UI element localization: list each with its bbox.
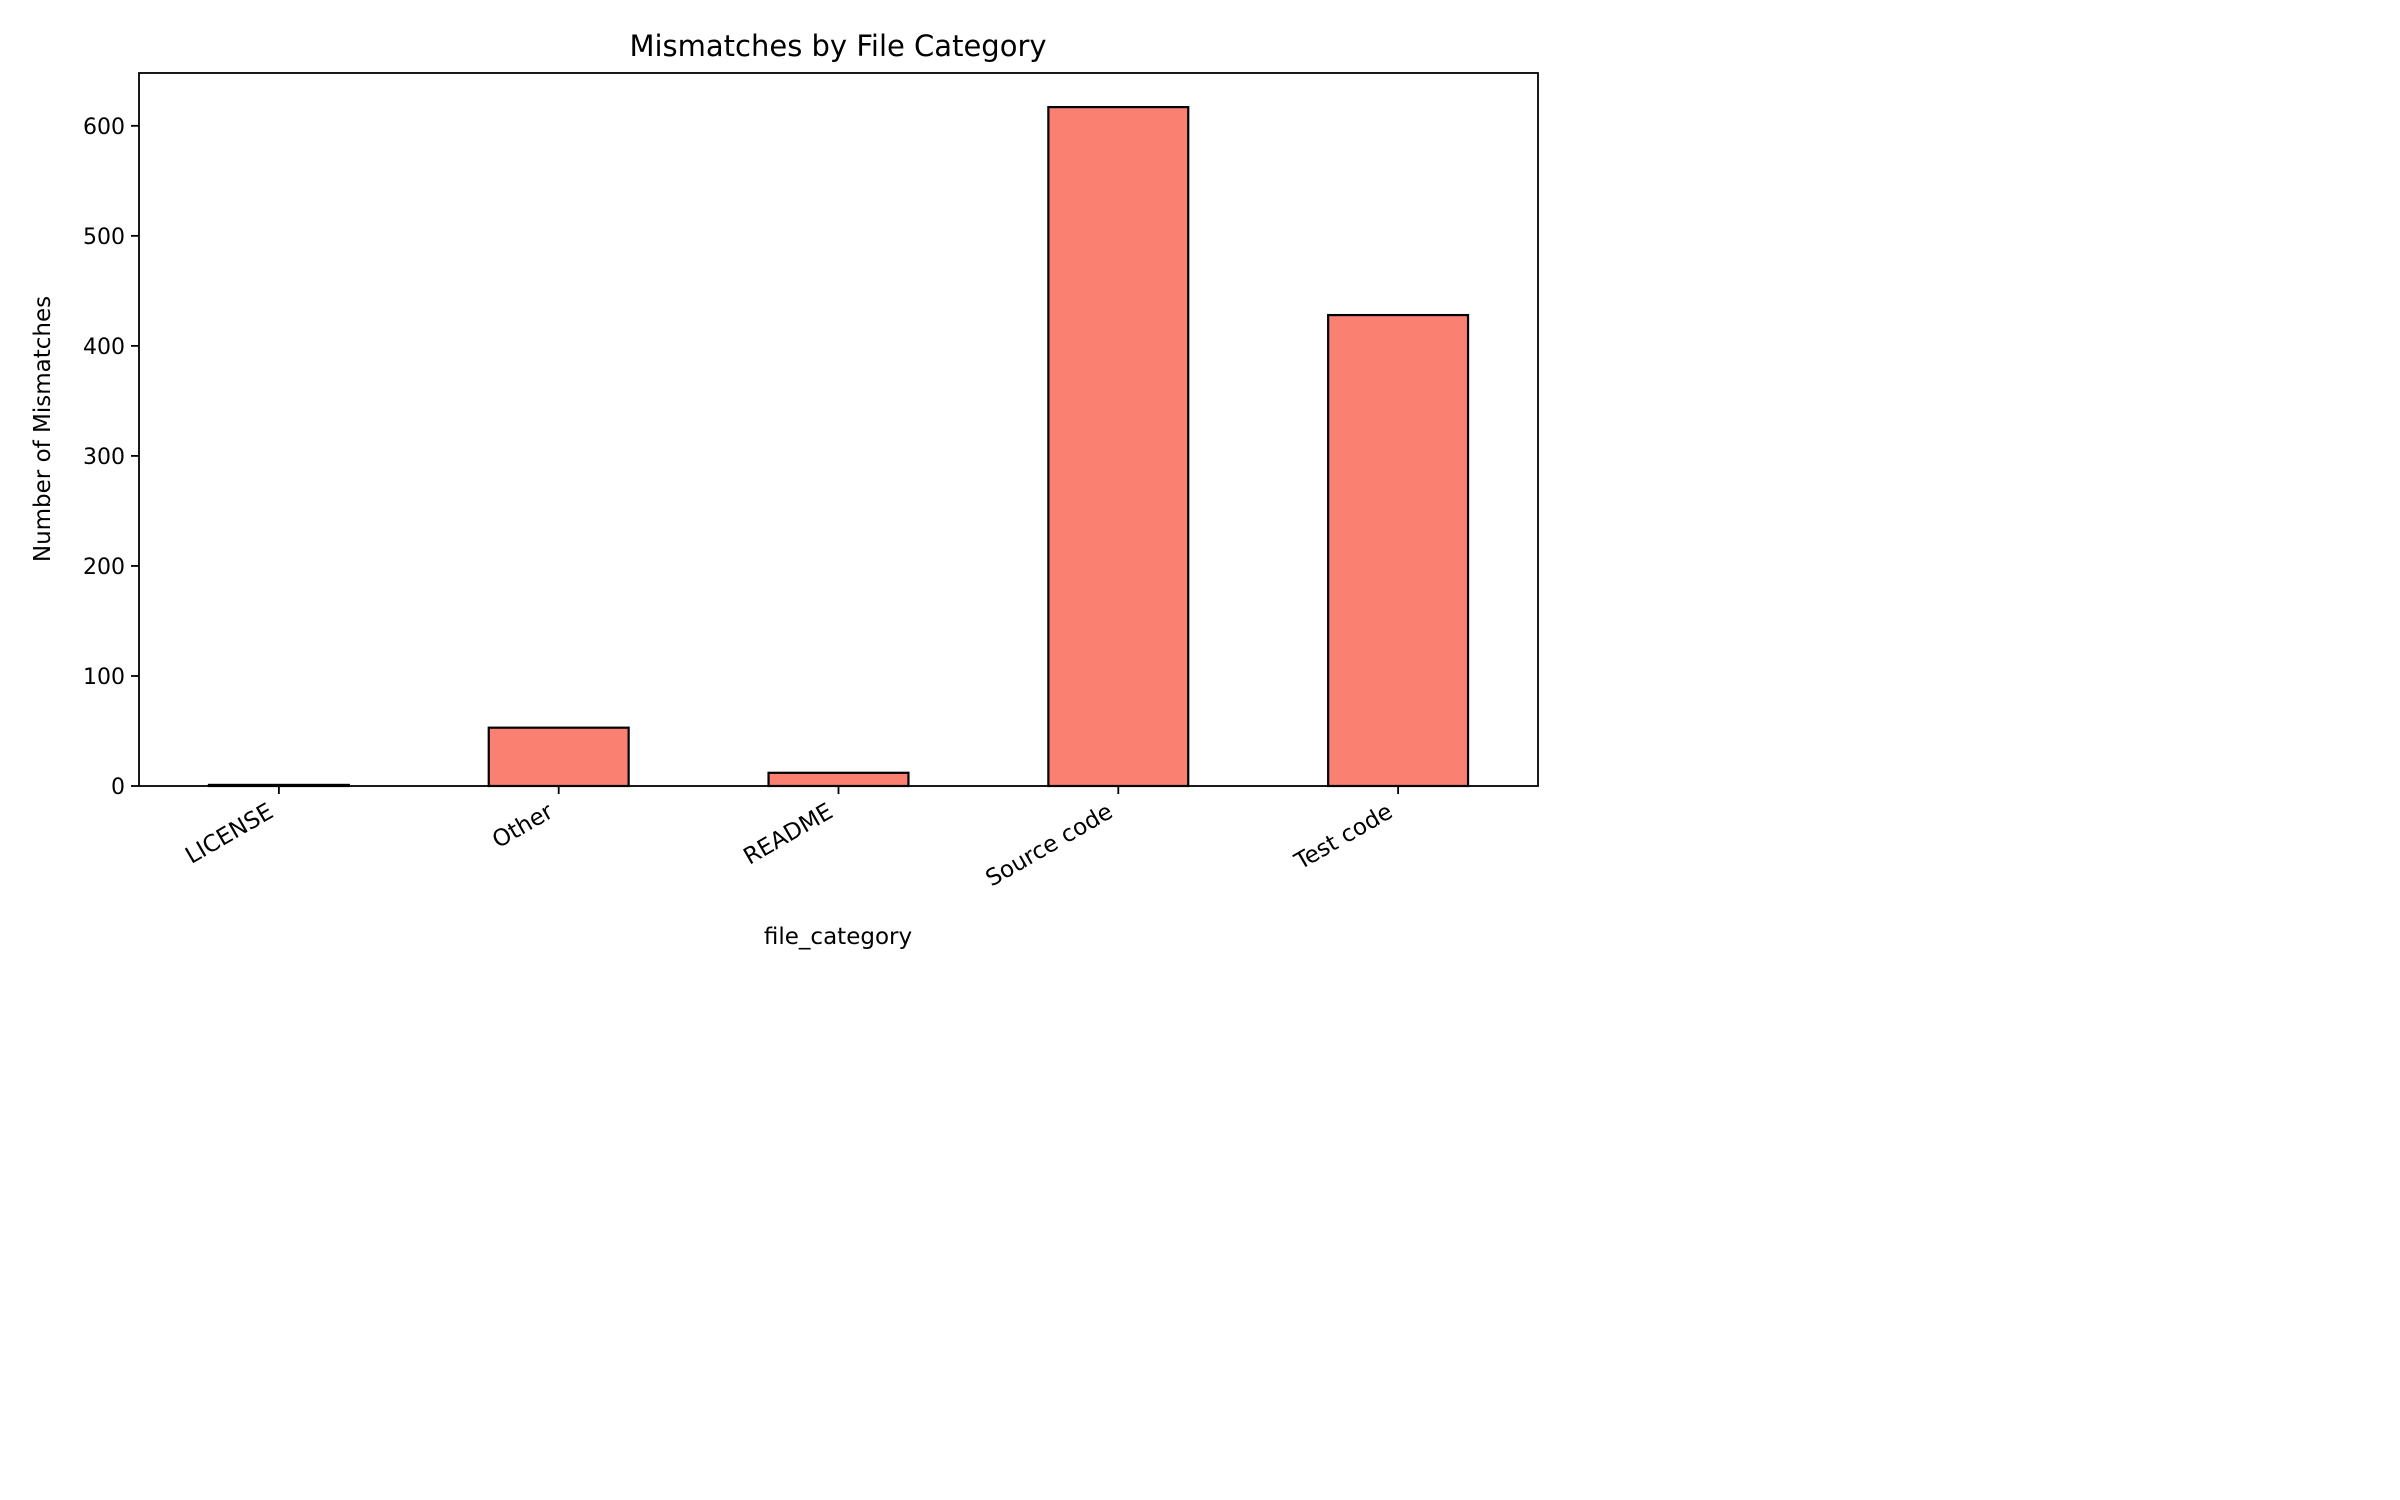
bar-test-code [1327, 313, 1470, 788]
y-tick-label: 0 [111, 775, 125, 800]
axes-layer: 0 100 200 300 400 500 600 LICENSE Other README Sou… [83, 72, 1539, 892]
bar-source-code [1047, 106, 1190, 788]
y-tick-label: 400 [83, 335, 125, 360]
y-tick-label: 500 [83, 225, 125, 250]
chart-container: Mismatches by File Category Number of Mi… [0, 0, 1560, 975]
x-tick-label: Other [488, 798, 558, 853]
y-tick-label: 600 [83, 115, 125, 140]
x-tick-label: LICENSE [181, 799, 278, 870]
bar-other [487, 726, 630, 788]
y-tick-label: 300 [83, 445, 125, 470]
y-tick-label: 200 [83, 555, 125, 580]
bar-readme [767, 771, 910, 788]
bars-layer [207, 106, 1470, 788]
x-tick-label: README [739, 799, 837, 871]
bar-chart: Mismatches by File Category Number of Mi… [30, 29, 1539, 950]
y-axis-label: Number of Mismatches [30, 296, 56, 562]
chart-title: Mismatches by File Category [629, 29, 1046, 63]
y-tick-label: 100 [83, 665, 125, 690]
x-axis-label: file_category [764, 924, 912, 950]
x-tick-label: Test code [1290, 799, 1397, 876]
x-tick-label: Source code [982, 799, 1118, 892]
